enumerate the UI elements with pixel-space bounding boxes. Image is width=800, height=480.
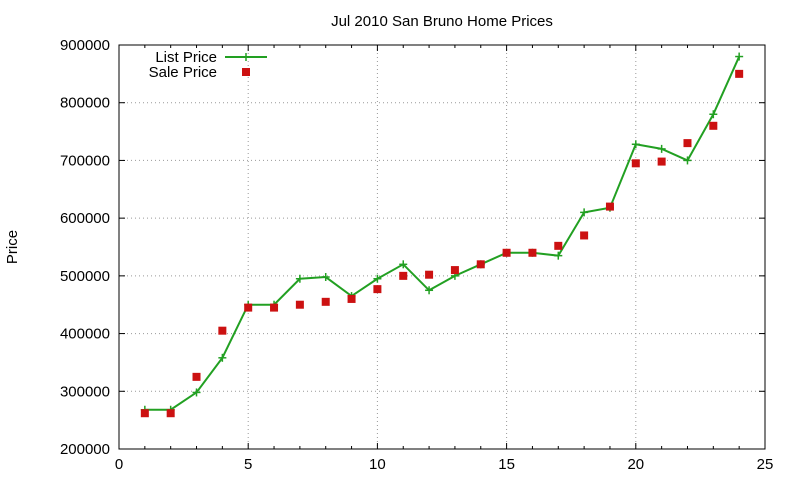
data-point-sale-price xyxy=(166,409,175,418)
y-tick-label: 800000 xyxy=(60,95,110,112)
y-tick-label: 200000 xyxy=(60,441,110,458)
y-tick-label: 300000 xyxy=(60,383,110,400)
y-axis-label: Price xyxy=(4,230,21,264)
data-point-sale-price xyxy=(580,231,589,240)
data-point-sale-price xyxy=(425,270,434,279)
data-point-sale-price xyxy=(631,159,640,168)
data-series xyxy=(140,52,744,418)
data-point-sale-price xyxy=(554,241,563,250)
chart-title: Jul 2010 San Bruno Home Prices xyxy=(331,13,553,30)
x-tick-label: 25 xyxy=(757,456,774,473)
tick-labels: 0 5 10 15 20 25 200000 300000 400000 500000 600000… xyxy=(60,37,773,473)
y-tick-label: 400000 xyxy=(60,326,110,343)
data-point-list-price xyxy=(399,260,408,269)
data-point-sale-price xyxy=(605,202,614,211)
plot-frame xyxy=(118,44,766,450)
data-point-sale-price xyxy=(657,157,666,166)
data-point-sale-price xyxy=(528,248,537,257)
data-point-sale-price xyxy=(709,121,718,130)
legend-label-sale-price: Sale Price xyxy=(149,64,217,81)
data-point-list-price xyxy=(554,251,563,260)
legend: List Price Sale Price xyxy=(149,49,267,81)
data-point-list-price xyxy=(683,156,692,165)
data-point-sale-price xyxy=(347,294,356,303)
y-tick-label: 500000 xyxy=(60,268,110,285)
data-point-sale-price xyxy=(244,303,253,312)
data-point-sale-price xyxy=(192,372,201,381)
data-point-list-price xyxy=(709,110,718,119)
y-tick-label: 700000 xyxy=(60,152,110,169)
data-point-list-price xyxy=(657,144,666,153)
data-point-list-price xyxy=(218,353,227,362)
data-point-sale-price xyxy=(476,260,485,269)
y-tick-label: 900000 xyxy=(60,37,110,54)
x-tick-label: 15 xyxy=(498,456,515,473)
data-point-sale-price xyxy=(321,297,330,306)
series-list-price xyxy=(140,52,744,414)
data-point-sale-price xyxy=(218,326,227,335)
data-point-list-price xyxy=(735,52,744,61)
legend-swatch-sale-price xyxy=(242,68,250,76)
legend-label-list-price: List Price xyxy=(155,49,217,66)
data-point-list-price xyxy=(295,274,304,283)
axis-ticks xyxy=(118,44,766,450)
data-point-sale-price xyxy=(735,69,744,78)
y-tick-label: 600000 xyxy=(60,210,110,227)
x-tick-label: 5 xyxy=(244,456,252,473)
series-sale-price xyxy=(140,69,744,418)
data-point-sale-price xyxy=(683,139,692,148)
data-point-list-price xyxy=(192,388,201,397)
grid-lines xyxy=(119,45,765,449)
data-point-list-price xyxy=(321,273,330,282)
data-point-list-price xyxy=(631,140,640,149)
x-tick-label: 20 xyxy=(627,456,644,473)
data-point-sale-price xyxy=(450,266,459,275)
data-point-sale-price xyxy=(270,303,279,312)
data-point-sale-price xyxy=(295,300,304,309)
data-point-sale-price xyxy=(399,271,408,280)
data-point-sale-price xyxy=(373,285,382,294)
x-tick-label: 10 xyxy=(369,456,386,473)
data-point-sale-price xyxy=(502,248,511,257)
legend-marker-list-price xyxy=(242,53,250,61)
data-point-list-price xyxy=(373,274,382,283)
x-tick-label: 0 xyxy=(115,456,123,473)
data-point-list-price xyxy=(580,208,589,217)
series-line-list-price xyxy=(144,56,741,411)
data-point-sale-price xyxy=(140,409,149,418)
data-point-list-price xyxy=(425,286,434,295)
